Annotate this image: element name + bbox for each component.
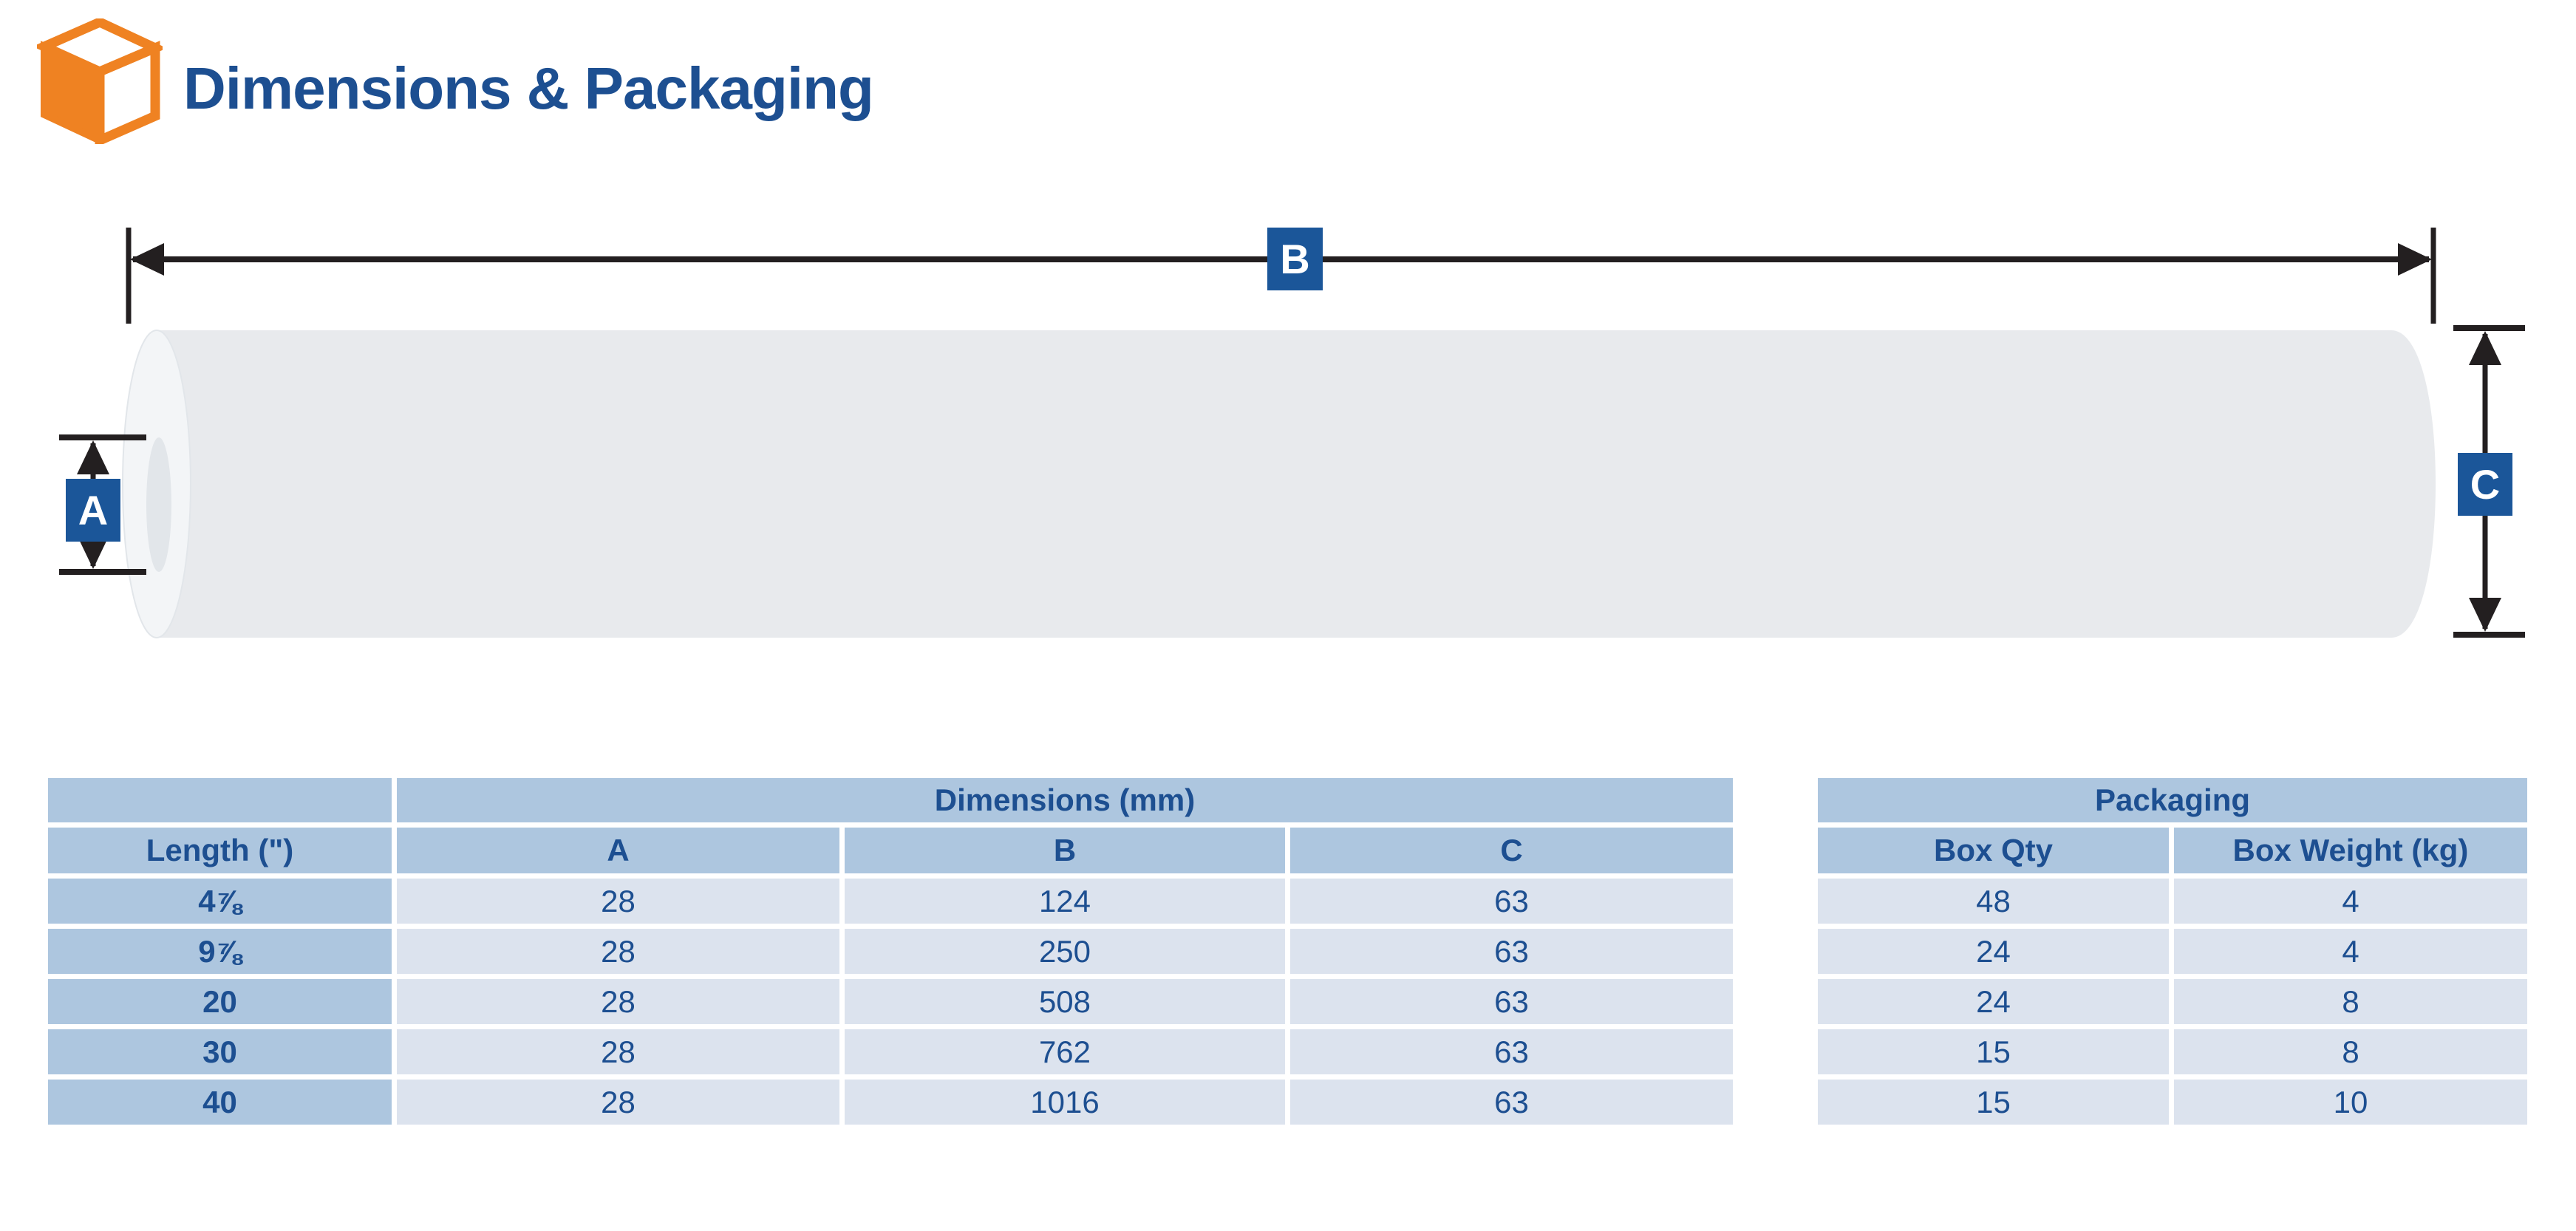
table-cell: 4⅞ bbox=[48, 879, 392, 924]
table-cell: 28 bbox=[397, 1080, 839, 1125]
table-cell: 15 bbox=[1818, 1080, 2169, 1125]
dimension-label-b: B bbox=[1267, 228, 1323, 290]
table-row: 40 28 1016 63 bbox=[48, 1080, 1733, 1125]
table-cell: 508 bbox=[845, 979, 1285, 1024]
packaging-group-header: Packaging bbox=[1818, 778, 2527, 822]
packaging-table: Packaging Box Qty Box Weight (kg) 48 4 24 4… bbox=[1813, 773, 2532, 1130]
table-row: 30 28 762 63 bbox=[48, 1029, 1733, 1074]
col-header-box-weight: Box Weight (kg) bbox=[2174, 828, 2527, 873]
table-cell: 24 bbox=[1818, 929, 2169, 974]
packaging-group-header-row: Packaging bbox=[1818, 778, 2527, 822]
page-title: Dimensions & Packaging bbox=[183, 55, 874, 121]
table-cell: 28 bbox=[397, 879, 839, 924]
table-cell: 124 bbox=[845, 879, 1285, 924]
cylinder-core-hole bbox=[146, 437, 171, 572]
dimension-label-a: A bbox=[66, 479, 120, 542]
table-row: 4⅞ 28 124 63 bbox=[48, 879, 1733, 924]
table-cell: 30 bbox=[48, 1029, 392, 1074]
table-cell: 40 bbox=[48, 1080, 392, 1125]
table-row: 20 28 508 63 bbox=[48, 979, 1733, 1024]
table-cell: 28 bbox=[397, 929, 839, 974]
dimensions-group-header: Dimensions (mm) bbox=[397, 778, 1733, 822]
cylinder-body bbox=[157, 330, 2436, 638]
table-row: 9⅞ 28 250 63 bbox=[48, 929, 1733, 974]
table-cell: 28 bbox=[397, 979, 839, 1024]
table-cell: 15 bbox=[1818, 1029, 2169, 1074]
dimensions-group-header-row: Dimensions (mm) bbox=[48, 778, 1733, 822]
col-header-box-qty: Box Qty bbox=[1818, 828, 2169, 873]
dimensions-table: Dimensions (mm) Length (") A B C 4⅞ 28 124… bbox=[43, 773, 1738, 1130]
packaging-column-header-row: Box Qty Box Weight (kg) bbox=[1818, 828, 2527, 873]
dimensions-column-header-row: Length (") A B C bbox=[48, 828, 1733, 873]
table-cell: 10 bbox=[2174, 1080, 2527, 1125]
table-cell: 63 bbox=[1290, 979, 1733, 1024]
table-cell: 8 bbox=[2174, 979, 2527, 1024]
dimension-label-c: C bbox=[2458, 453, 2512, 516]
table-row: 48 4 bbox=[1818, 879, 2527, 924]
table-cell: 250 bbox=[845, 929, 1285, 974]
table-cell: 8 bbox=[2174, 1029, 2527, 1074]
table-cell: 20 bbox=[48, 979, 392, 1024]
col-header-c: C bbox=[1290, 828, 1733, 873]
table-cell: 4 bbox=[2174, 929, 2527, 974]
table-row: 15 10 bbox=[1818, 1080, 2527, 1125]
table-cell: 1016 bbox=[845, 1080, 1285, 1125]
table-cell: 4 bbox=[2174, 879, 2527, 924]
table-row: 24 4 bbox=[1818, 929, 2527, 974]
table-cell: 63 bbox=[1290, 1029, 1733, 1074]
table-cell: 28 bbox=[397, 1029, 839, 1074]
blank-corner-cell bbox=[48, 778, 392, 822]
table-cell: 9⅞ bbox=[48, 929, 392, 974]
col-header-a: A bbox=[397, 828, 839, 873]
col-header-b: B bbox=[845, 828, 1285, 873]
table-cell: 63 bbox=[1290, 929, 1733, 974]
table-cell: 762 bbox=[845, 1029, 1285, 1074]
box-cube-icon bbox=[37, 18, 163, 144]
col-header-length: Length (") bbox=[48, 828, 392, 873]
table-cell: 63 bbox=[1290, 1080, 1733, 1125]
table-cell: 24 bbox=[1818, 979, 2169, 1024]
table-cell: 63 bbox=[1290, 879, 1733, 924]
table-cell: 48 bbox=[1818, 879, 2169, 924]
table-row: 24 8 bbox=[1818, 979, 2527, 1024]
table-row: 15 8 bbox=[1818, 1029, 2527, 1074]
